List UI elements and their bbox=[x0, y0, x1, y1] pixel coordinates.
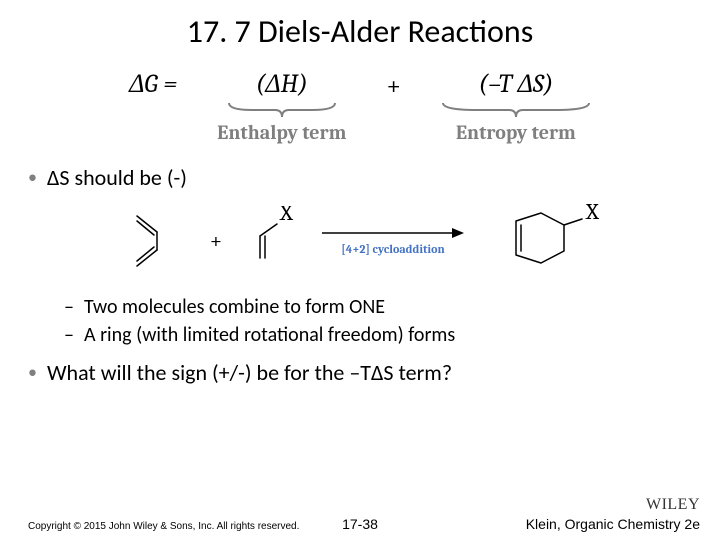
entropy-block: (–T ΔS) Entropy term bbox=[441, 69, 591, 144]
sub-bullet-1-text: Two molecules combine to form ONE bbox=[84, 295, 385, 319]
footer-right: WILEY Klein, Organic Chemistry 2e bbox=[526, 496, 700, 532]
bullet-ds-text: ΔS should be (-) bbox=[47, 164, 187, 191]
slide-title: 17. 7 Diels-Alder Reactions bbox=[0, 0, 720, 59]
reaction-plus: + bbox=[210, 228, 222, 254]
brace-2 bbox=[441, 101, 591, 119]
diene-structure bbox=[122, 206, 192, 276]
eq-term1: (ΔH) bbox=[256, 69, 308, 99]
product-structure: X bbox=[486, 201, 606, 281]
reaction-arrow: [4+2] cycloaddition bbox=[318, 221, 468, 261]
page-number: 17-38 bbox=[342, 516, 378, 532]
dienophile-structure: X bbox=[240, 206, 300, 276]
entropy-label: Entropy term bbox=[456, 121, 576, 144]
bullet-question: • What will the sign (+/-) be for the –T… bbox=[28, 359, 700, 386]
brace-1 bbox=[227, 101, 337, 119]
dash-marker-icon: – bbox=[64, 323, 74, 347]
sub-bullet-2: – A ring (with limited rotational freedo… bbox=[64, 323, 700, 347]
reaction-scheme: + X [4+2] cycloaddition X bbox=[28, 201, 700, 281]
dash-marker-icon: – bbox=[64, 295, 74, 319]
bullet-marker-icon: • bbox=[28, 359, 37, 385]
slide-footer: Copyright © 2015 John Wiley & Sons, Inc.… bbox=[0, 496, 720, 532]
bullet-marker-icon: • bbox=[28, 164, 37, 190]
content-area: • ΔS should be (-) + X bbox=[0, 164, 720, 386]
wiley-logo: WILEY bbox=[646, 496, 700, 514]
svg-text:X: X bbox=[585, 201, 600, 225]
arrow-caption: [4+2] cycloaddition bbox=[341, 242, 445, 256]
eq-lhs: ΔG = bbox=[129, 69, 177, 99]
enthalpy-block: (ΔH) Enthalpy term bbox=[217, 69, 346, 144]
eq-term2: (–T ΔS) bbox=[478, 69, 553, 99]
copyright-text: Copyright © 2015 John Wiley & Sons, Inc.… bbox=[28, 521, 299, 532]
sub-bullet-2-text: A ring (with limited rotational freedom)… bbox=[84, 323, 455, 347]
enthalpy-label: Enthalpy term bbox=[217, 121, 346, 144]
bullet-ds: • ΔS should be (-) bbox=[28, 164, 700, 191]
bullet-question-text: What will the sign (+/-) be for the –TΔS… bbox=[47, 359, 452, 386]
sub-bullet-1: – Two molecules combine to form ONE bbox=[64, 295, 700, 319]
gibbs-equation: ΔG = (ΔH) Enthalpy term + (–T ΔS) Entrop… bbox=[0, 69, 720, 144]
svg-text:X: X bbox=[279, 206, 294, 226]
eq-plus: + bbox=[386, 69, 400, 101]
attribution-text: Klein, Organic Chemistry 2e bbox=[526, 516, 700, 532]
